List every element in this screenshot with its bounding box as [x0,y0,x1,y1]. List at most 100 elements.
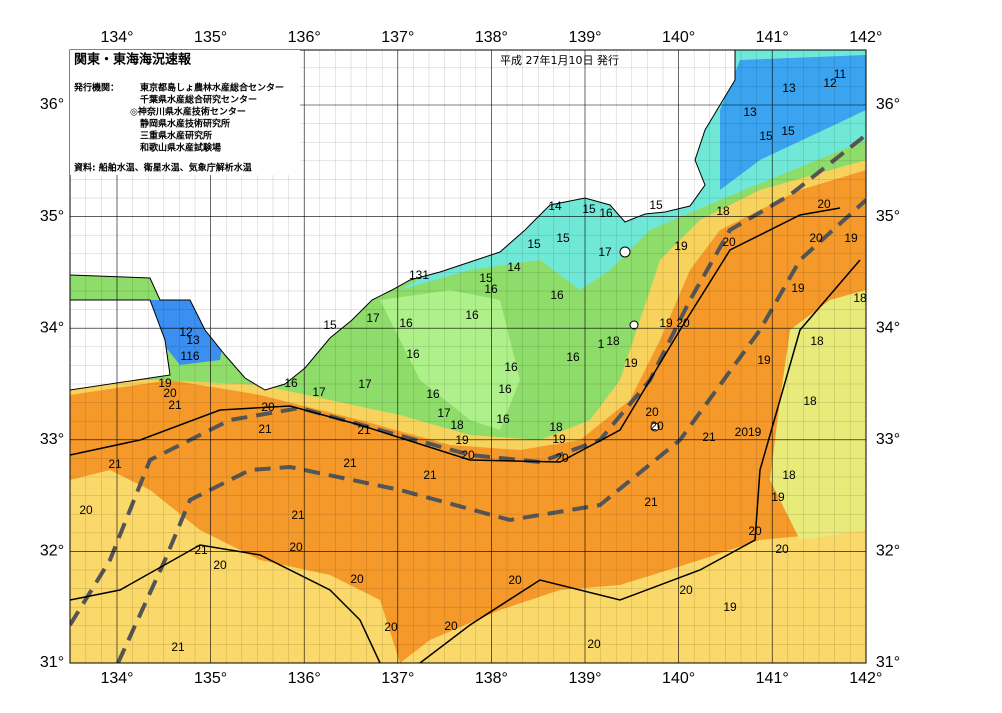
agency: 静岡県水産技術研究所 [140,118,230,130]
contour-label: 21 [644,495,658,509]
contour-label: 19 [624,356,638,370]
contour-label: 12 [179,325,193,339]
lon-label: 141° [756,29,789,46]
map-frame [69,49,867,664]
contour-label: 20 [775,542,789,556]
contour-label: 18 [853,291,867,305]
contour-label: 21 [171,640,185,654]
isotherm-20 [70,207,841,463]
contour-label: 21 [194,543,208,557]
agency: 三重県水産研究所 [140,130,212,142]
contour-label: 13 [782,81,796,95]
contour-label: 15 [649,198,663,212]
title: 関東・東海海況速報 [74,52,192,68]
contour-label: 14 [507,260,521,274]
contour-label: 19 [844,231,858,245]
ocean-band-pale [380,290,520,430]
lon-label: 136° [288,670,321,687]
lon-label: 139° [568,670,601,687]
lon-label: 137° [381,670,414,687]
contour-label: 18 [549,420,563,434]
contour-label: 21 [343,456,357,470]
contour-label: 20 [261,400,275,414]
lon-label: 138° [475,670,508,687]
contour-label: 20 [350,572,364,586]
lat-label: 36° [40,96,64,113]
lon-label: 134° [100,29,133,46]
contour-label: 19 [158,376,172,390]
lat-label: 32° [40,543,64,560]
contour-label: 20 [213,558,227,572]
contour-label: 15 [479,271,493,285]
contour-label: 11 [834,67,847,81]
contour-label: 20 [163,386,177,400]
contour-label: 16 [484,282,498,296]
contour-label: 21 [258,422,272,436]
contour-label: 19 [659,316,673,330]
contour-label: 18 [716,204,730,218]
contour-label: 18 [450,418,464,432]
contour-label: 15 [527,237,541,251]
lat-label: 36° [876,96,900,113]
lon-label: 139° [568,29,601,46]
agency: 和歌山県水産試験場 [139,142,221,154]
contour-label: 13 [186,333,200,347]
lon-label: 136° [288,29,321,46]
contour-label: 20 [461,448,475,462]
contour-label: 17 [437,406,451,420]
contour-label: 16 [406,347,420,361]
contour-label: 19 [771,490,785,504]
map-body [70,50,866,663]
contour-label: 19 [674,239,688,253]
island [619,246,631,258]
lat-label: 33° [876,431,900,448]
lon-label: 142° [849,670,882,687]
isotherm-20 [70,544,381,663]
lon-label: 141° [756,670,789,687]
contour-label: 16 [496,412,510,426]
lon-label: 135° [194,29,227,46]
lon-label: 137° [381,29,414,46]
contour-label: 20 [444,619,458,633]
contour-label: 13 [743,105,757,119]
contour-label: 15 [556,231,570,245]
contour-label: 16 [465,308,479,322]
contour-label: 20 [289,540,303,554]
island [629,320,639,330]
contour-label: 21 [423,468,437,482]
contour-label: 20 [817,197,831,211]
contour-label: 20 [645,405,659,419]
contour-label: 20 [679,583,693,597]
isotherm-20 [419,259,861,663]
contour-label: 16 [566,350,580,364]
contour-label: 116 [180,349,199,363]
contour-label: 16 [599,206,613,220]
contour-label: 20 [722,235,736,249]
contour-label: 21 [168,398,182,412]
contour-label: 21 [291,508,305,522]
contour-label: 16 [498,382,512,396]
ocean-cool-sw [70,470,400,663]
issue-date: 平成 27年1月10日 発行 [500,53,619,67]
lat-label: 31° [40,654,64,671]
contour-label: 20 [676,316,690,330]
contour-label: 21 [108,457,122,471]
contour-label: 17 [312,385,326,399]
contour-label: 2019 [735,425,762,439]
contour-label: 16 [550,288,564,302]
contour-label: 1 [598,337,605,351]
contour-label: 15 [582,202,596,216]
lon-label: 140° [662,29,695,46]
lat-label: 34° [876,319,900,336]
contour-label: 20 [79,503,93,517]
lat-label: 34° [40,319,64,336]
contour-label: 18 [803,394,817,408]
contour-label: 15 [323,318,337,332]
island [650,422,660,432]
agency: 千葉県水産総合研究センター [140,94,257,106]
contour-label: 19 [455,433,469,447]
contour-label: 20 [650,419,664,433]
lon-label: 140° [662,670,695,687]
agencies-label: 発行機関： [73,82,119,94]
